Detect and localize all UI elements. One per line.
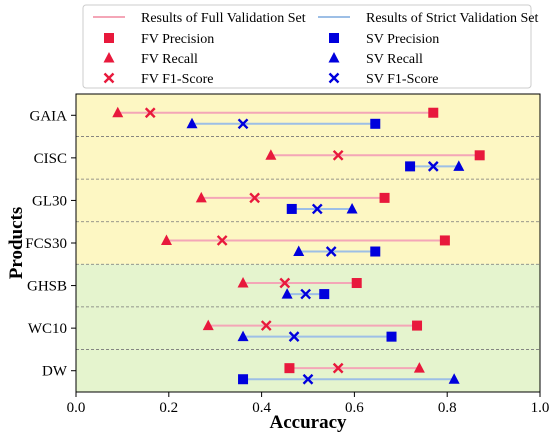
sv-precision-marker-gl30 <box>286 203 297 214</box>
sv-f1-marker-ghsb <box>300 288 312 300</box>
legend-item-sv-precision-label: SV Precision <box>366 32 439 47</box>
sv-precision-marker-fcs30 <box>370 246 381 257</box>
background-band-2 <box>76 264 540 392</box>
fv-f1-marker-dw <box>332 362 344 374</box>
legend-item-sv-recall-label: SV Recall <box>366 52 423 67</box>
fv-recall-marker-ghsb <box>237 277 249 288</box>
fv-precision-marker-dw <box>284 363 295 374</box>
category-separators <box>76 136 540 350</box>
legend-box <box>82 4 532 89</box>
sv-f1-marker-gl30 <box>311 203 323 215</box>
sv-precision-marker-wc10 <box>386 331 397 342</box>
fv-recall-marker-cisc <box>265 149 277 160</box>
sv-recall-marker-wc10 <box>237 330 249 342</box>
legend-item-results-of-strict-validation-set-label: Results of Strict Validation Set <box>366 11 539 26</box>
legend-item-fv-f1-score-swatch <box>103 72 115 84</box>
sv-f1-marker-dw <box>302 373 314 385</box>
legend-item-fv-recall-label: FV Recall <box>141 52 198 67</box>
x-tick-label-2: 0.4 <box>252 400 271 416</box>
fv-f1-marker-fcs30 <box>216 235 228 246</box>
y-tick-label-gl30: GL30 <box>32 193 67 209</box>
y-axis: GAIA CISC GL30 FCS30 GHSB WC10 DW <box>25 108 76 380</box>
y-tick-label-dw: DW <box>42 364 68 380</box>
data-markers <box>112 106 485 385</box>
sv-recall-marker-fcs30 <box>293 245 305 257</box>
sv-precision-marker-dw <box>238 374 249 385</box>
x-tick-label-0: 0.0 <box>67 400 86 416</box>
y-tick-label-cisc: CISC <box>34 151 67 167</box>
sv-recall-marker-ghsb <box>281 288 293 299</box>
fv-precision-marker-gaia <box>428 107 439 118</box>
legend-item-fv-precision-swatch <box>104 33 114 43</box>
y-tick-label-ghsb: GHSB <box>27 279 67 295</box>
fv-f1-marker-wc10 <box>260 320 272 331</box>
x-tick-label-1: 0.2 <box>159 400 178 416</box>
fv-precision-marker-gl30 <box>379 192 390 203</box>
fv-recall-marker-fcs30 <box>160 234 172 245</box>
legend-item-fv-precision-label: FV Precision <box>141 32 214 47</box>
fv-precision-marker-ghsb <box>351 278 362 289</box>
fv-recall-marker-dw <box>413 362 425 373</box>
fv-recall-marker-gaia <box>112 106 124 118</box>
y-axis-label: Products <box>6 207 27 279</box>
x-axis-label: Accuracy <box>269 412 347 433</box>
legend-item-sv-f1-score-label: SV F1-Score <box>366 72 438 87</box>
sv-f1-marker-gaia <box>237 118 249 130</box>
fv-f1-marker-ghsb <box>279 277 291 289</box>
sv-recall-marker-cisc <box>453 160 465 171</box>
sv-recall-marker-gl30 <box>346 202 358 214</box>
x-axis: 0.0 0.2 0.4 0.6 0.8 1.0 <box>67 392 550 416</box>
sv-f1-marker-cisc <box>427 161 439 172</box>
fv-f1-marker-gl30 <box>249 192 260 204</box>
fv-precision-marker-cisc <box>474 150 485 161</box>
plot-background <box>76 94 540 392</box>
legend-item-sv-precision-swatch <box>329 33 339 43</box>
fv-f1-marker-gaia <box>144 107 156 119</box>
x-tick-label-3: 0.6 <box>345 400 364 416</box>
x-tick-label-4: 0.8 <box>438 400 457 416</box>
fv-recall-marker-gl30 <box>195 191 207 203</box>
y-tick-label-wc10: WC10 <box>28 321 67 337</box>
legend-item-results-of-full-validation-set-label: Results of Full Validation Set <box>141 11 306 26</box>
legend-item-fv-recall-swatch <box>103 52 115 63</box>
sv-precision-marker-ghsb <box>319 289 330 300</box>
fv-precision-marker-fcs30 <box>439 235 450 246</box>
range-lines <box>117 111 480 381</box>
y-tick-label-gaia: GAIA <box>30 108 68 124</box>
fv-precision-marker-wc10 <box>412 320 423 331</box>
legend-item-sv-f1-score-swatch <box>328 72 340 84</box>
sv-f1-marker-fcs30 <box>325 246 337 257</box>
legend-item-fv-f1-score-label: FV F1-Score <box>141 72 213 87</box>
sv-precision-marker-cisc <box>405 161 416 172</box>
fv-recall-marker-wc10 <box>202 319 214 331</box>
sv-recall-marker-dw <box>448 373 460 384</box>
sv-precision-marker-gaia <box>370 118 381 129</box>
legend-item-sv-recall-swatch <box>328 52 340 63</box>
sv-f1-marker-wc10 <box>288 331 300 343</box>
sv-recall-marker-gaia <box>186 117 198 129</box>
y-tick-label-fcs30: FCS30 <box>25 236 67 252</box>
fv-f1-marker-cisc <box>332 149 344 161</box>
x-tick-label-5: 1.0 <box>531 400 550 416</box>
legend: Results of Full Validation Set Results of… <box>82 4 539 89</box>
